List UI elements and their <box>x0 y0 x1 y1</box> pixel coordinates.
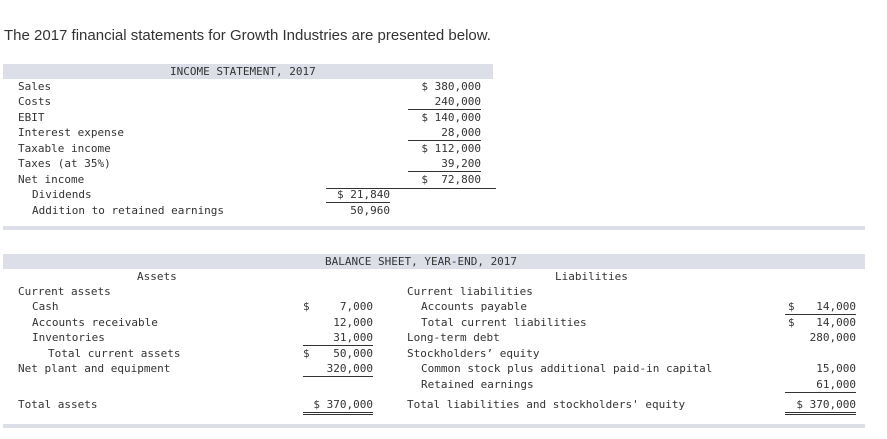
liab-value-long-term-debt: 280,000 <box>809 331 856 344</box>
liab-value-total-current: 14,000 <box>816 316 856 329</box>
asset-value-total-current: 50,000 <box>333 347 373 360</box>
income-label-dividends: Dividends <box>32 188 92 201</box>
income-label-ebit: EBIT <box>18 111 45 124</box>
liab-value-retained-earnings: 61,000 <box>785 377 856 393</box>
liab-label-long-term-debt: Long-term debt <box>407 331 500 344</box>
income-value-ebit: $ 140,000 <box>421 111 481 124</box>
asset-dollar-cash: $ <box>303 300 310 313</box>
income-label-taxes: Taxes (at 35%) <box>18 157 111 170</box>
assets-header: Assets <box>137 270 177 283</box>
asset-label-total-assets: Total assets <box>18 398 98 411</box>
asset-label-receivables: Accounts receivable <box>32 316 158 329</box>
income-value-sales: $ 380,000 <box>421 80 481 93</box>
liab-label-accounts-payable: Accounts payable <box>421 300 527 313</box>
liab-label-stockholders-equity: Stockholders’ equity <box>407 347 540 360</box>
income-statement-header-band <box>3 64 493 79</box>
income-value-taxes: 39,200 <box>408 156 481 172</box>
liab-label-current: Current liabilities <box>407 285 533 298</box>
balance-sheet-top-band <box>3 226 865 230</box>
income-value-retained: 50,960 <box>350 204 390 217</box>
liab-value-common-stock: 15,000 <box>816 362 856 375</box>
income-label-retained: Addition to retained earnings <box>32 204 225 217</box>
liab-label-retained-earnings: Retained earnings <box>421 378 534 391</box>
balance-sheet-title-band <box>3 254 865 269</box>
asset-value-receivables: 12,000 <box>333 316 373 329</box>
balance-sheet-title: BALANCE SHEET, YEAR-END, 2017 <box>325 255 518 268</box>
liab-dollar-total-current: $ <box>788 316 795 329</box>
asset-label-current-assets: Current assets <box>18 285 111 298</box>
liab-label-total: Total liabilities and stockholders' equi… <box>407 398 686 411</box>
income-value-interest: 28,000 <box>408 125 481 141</box>
asset-value-net-plant: 320,000 <box>303 361 373 377</box>
asset-value-total-assets: $ 370,000 <box>303 397 373 415</box>
liab-label-common-stock: Common stock plus additional paid-in cap… <box>421 362 713 375</box>
income-label-sales: Sales <box>18 80 52 93</box>
intro-text: The 2017 financial statements for Growth… <box>4 27 491 44</box>
income-statement-title: INCOME STATEMENT, 2017 <box>170 65 316 78</box>
income-label-taxable-income: Taxable income <box>18 142 111 155</box>
liabilities-header: Liabilities <box>555 270 628 283</box>
liab-dollar-accounts-payable: $ <box>788 300 795 313</box>
income-label-net-income: Net income <box>18 173 85 186</box>
asset-dollar-total-current: $ <box>303 347 310 360</box>
income-value-dividends: $ 21,840 <box>326 187 390 203</box>
asset-label-net-plant: Net plant and equipment <box>18 362 171 375</box>
income-label-interest-expense: Interest expense <box>18 126 124 139</box>
asset-label-inventories: Inventories <box>32 331 105 344</box>
asset-value-inventories: 31,000 <box>303 330 373 346</box>
asset-label-total-current: Total current assets <box>48 347 181 360</box>
liab-value-accounts-payable: 14,000 <box>785 299 856 315</box>
income-divider <box>326 188 496 189</box>
liab-value-total: $ 370,000 <box>785 397 856 415</box>
income-value-taxable: $ 112,000 <box>421 142 481 155</box>
income-value-costs: 240,000 <box>408 94 481 110</box>
liab-label-total-current: Total current liabilities <box>421 316 587 329</box>
balance-sheet-bottom-band <box>3 424 865 428</box>
income-label-costs: Costs <box>18 95 52 108</box>
asset-label-cash: Cash <box>32 300 59 313</box>
asset-value-cash: 7,000 <box>339 300 373 313</box>
income-value-net-income: $ 72,800 <box>421 173 481 186</box>
